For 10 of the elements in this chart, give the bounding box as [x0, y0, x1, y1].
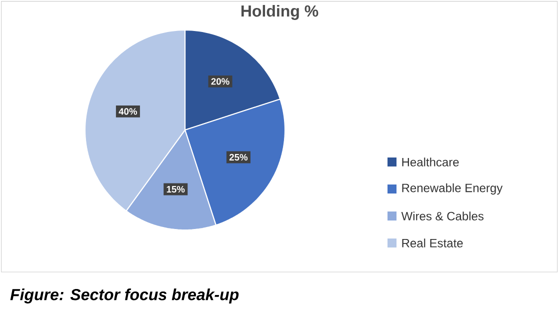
- text: Figure: Sector focus break-up: [10, 288, 239, 304]
- chart-title: Holding %: [241, 4, 318, 20]
- legend-label: Wires & Cables: [401, 212, 484, 220]
- legend-label: Renewable Energy: [402, 183, 503, 195]
- data-label: 40%: [118, 108, 138, 115]
- data-label: 15%: [166, 186, 185, 193]
- data-label: 25%: [229, 154, 248, 161]
- data-label: 20%: [211, 78, 230, 85]
- legend-label: Healthcare: [402, 158, 459, 166]
- legend-label: Real Estate: [402, 238, 463, 248]
